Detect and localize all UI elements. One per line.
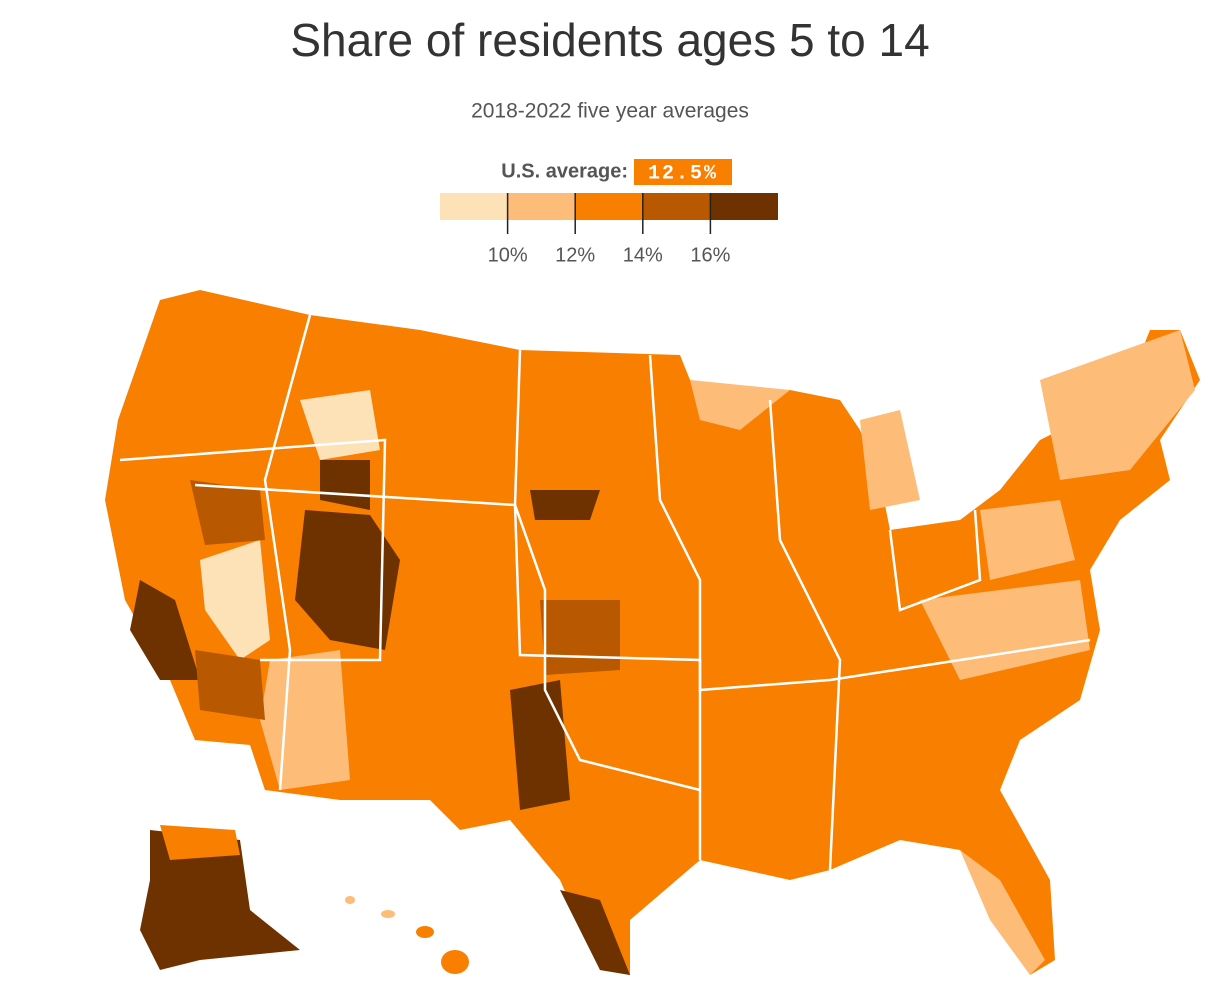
state-border: [888, 509, 982, 612]
legend-tick-label: 14%: [623, 244, 663, 266]
state-border: [768, 399, 842, 871]
region-light: [690, 380, 790, 430]
legend-tick-label: 10%: [488, 244, 528, 266]
region-dark: [320, 460, 370, 510]
region-light: [1040, 330, 1195, 480]
state-border: [648, 354, 702, 860]
lower-48: [105, 290, 1200, 975]
legend-tick-label: 12%: [555, 244, 595, 266]
region-dark: [530, 490, 600, 520]
us-map: [105, 290, 1200, 975]
region-light: [920, 580, 1090, 680]
region-dark: [130, 580, 200, 680]
region-light: [200, 540, 270, 660]
alaska: [140, 830, 300, 970]
state-border: [119, 438, 387, 662]
region-dark: [195, 650, 265, 720]
legend-swatch: [440, 193, 508, 220]
hawaii-island: [381, 910, 395, 918]
legend-swatch: [575, 193, 643, 220]
legend-swatch: [642, 193, 711, 220]
state-border: [513, 349, 701, 792]
region-light: [980, 500, 1075, 580]
hawaii-island: [345, 896, 355, 904]
region-dark: [510, 680, 570, 810]
region-light: [860, 410, 920, 510]
average-badge: [634, 159, 732, 185]
average-label: U.S. average:: [501, 160, 628, 182]
region-dark: [540, 600, 620, 675]
hawaii-island: [416, 926, 434, 938]
legend-swatch: [507, 193, 576, 220]
title: Share of residents ages 5 to 14: [290, 14, 929, 66]
average-value: 12.5%: [648, 162, 718, 185]
region-light: [960, 850, 1045, 975]
region-dark: [295, 510, 400, 650]
subtitle: 2018-2022 five year averages: [471, 100, 749, 123]
region-dark: [560, 890, 630, 975]
region-dark: [190, 480, 265, 545]
hawaii-island: [441, 950, 469, 974]
legend-tick-label: 16%: [690, 244, 730, 266]
state-border: [263, 314, 312, 791]
alaska-part: [160, 825, 240, 860]
legend-swatch: [710, 193, 778, 220]
